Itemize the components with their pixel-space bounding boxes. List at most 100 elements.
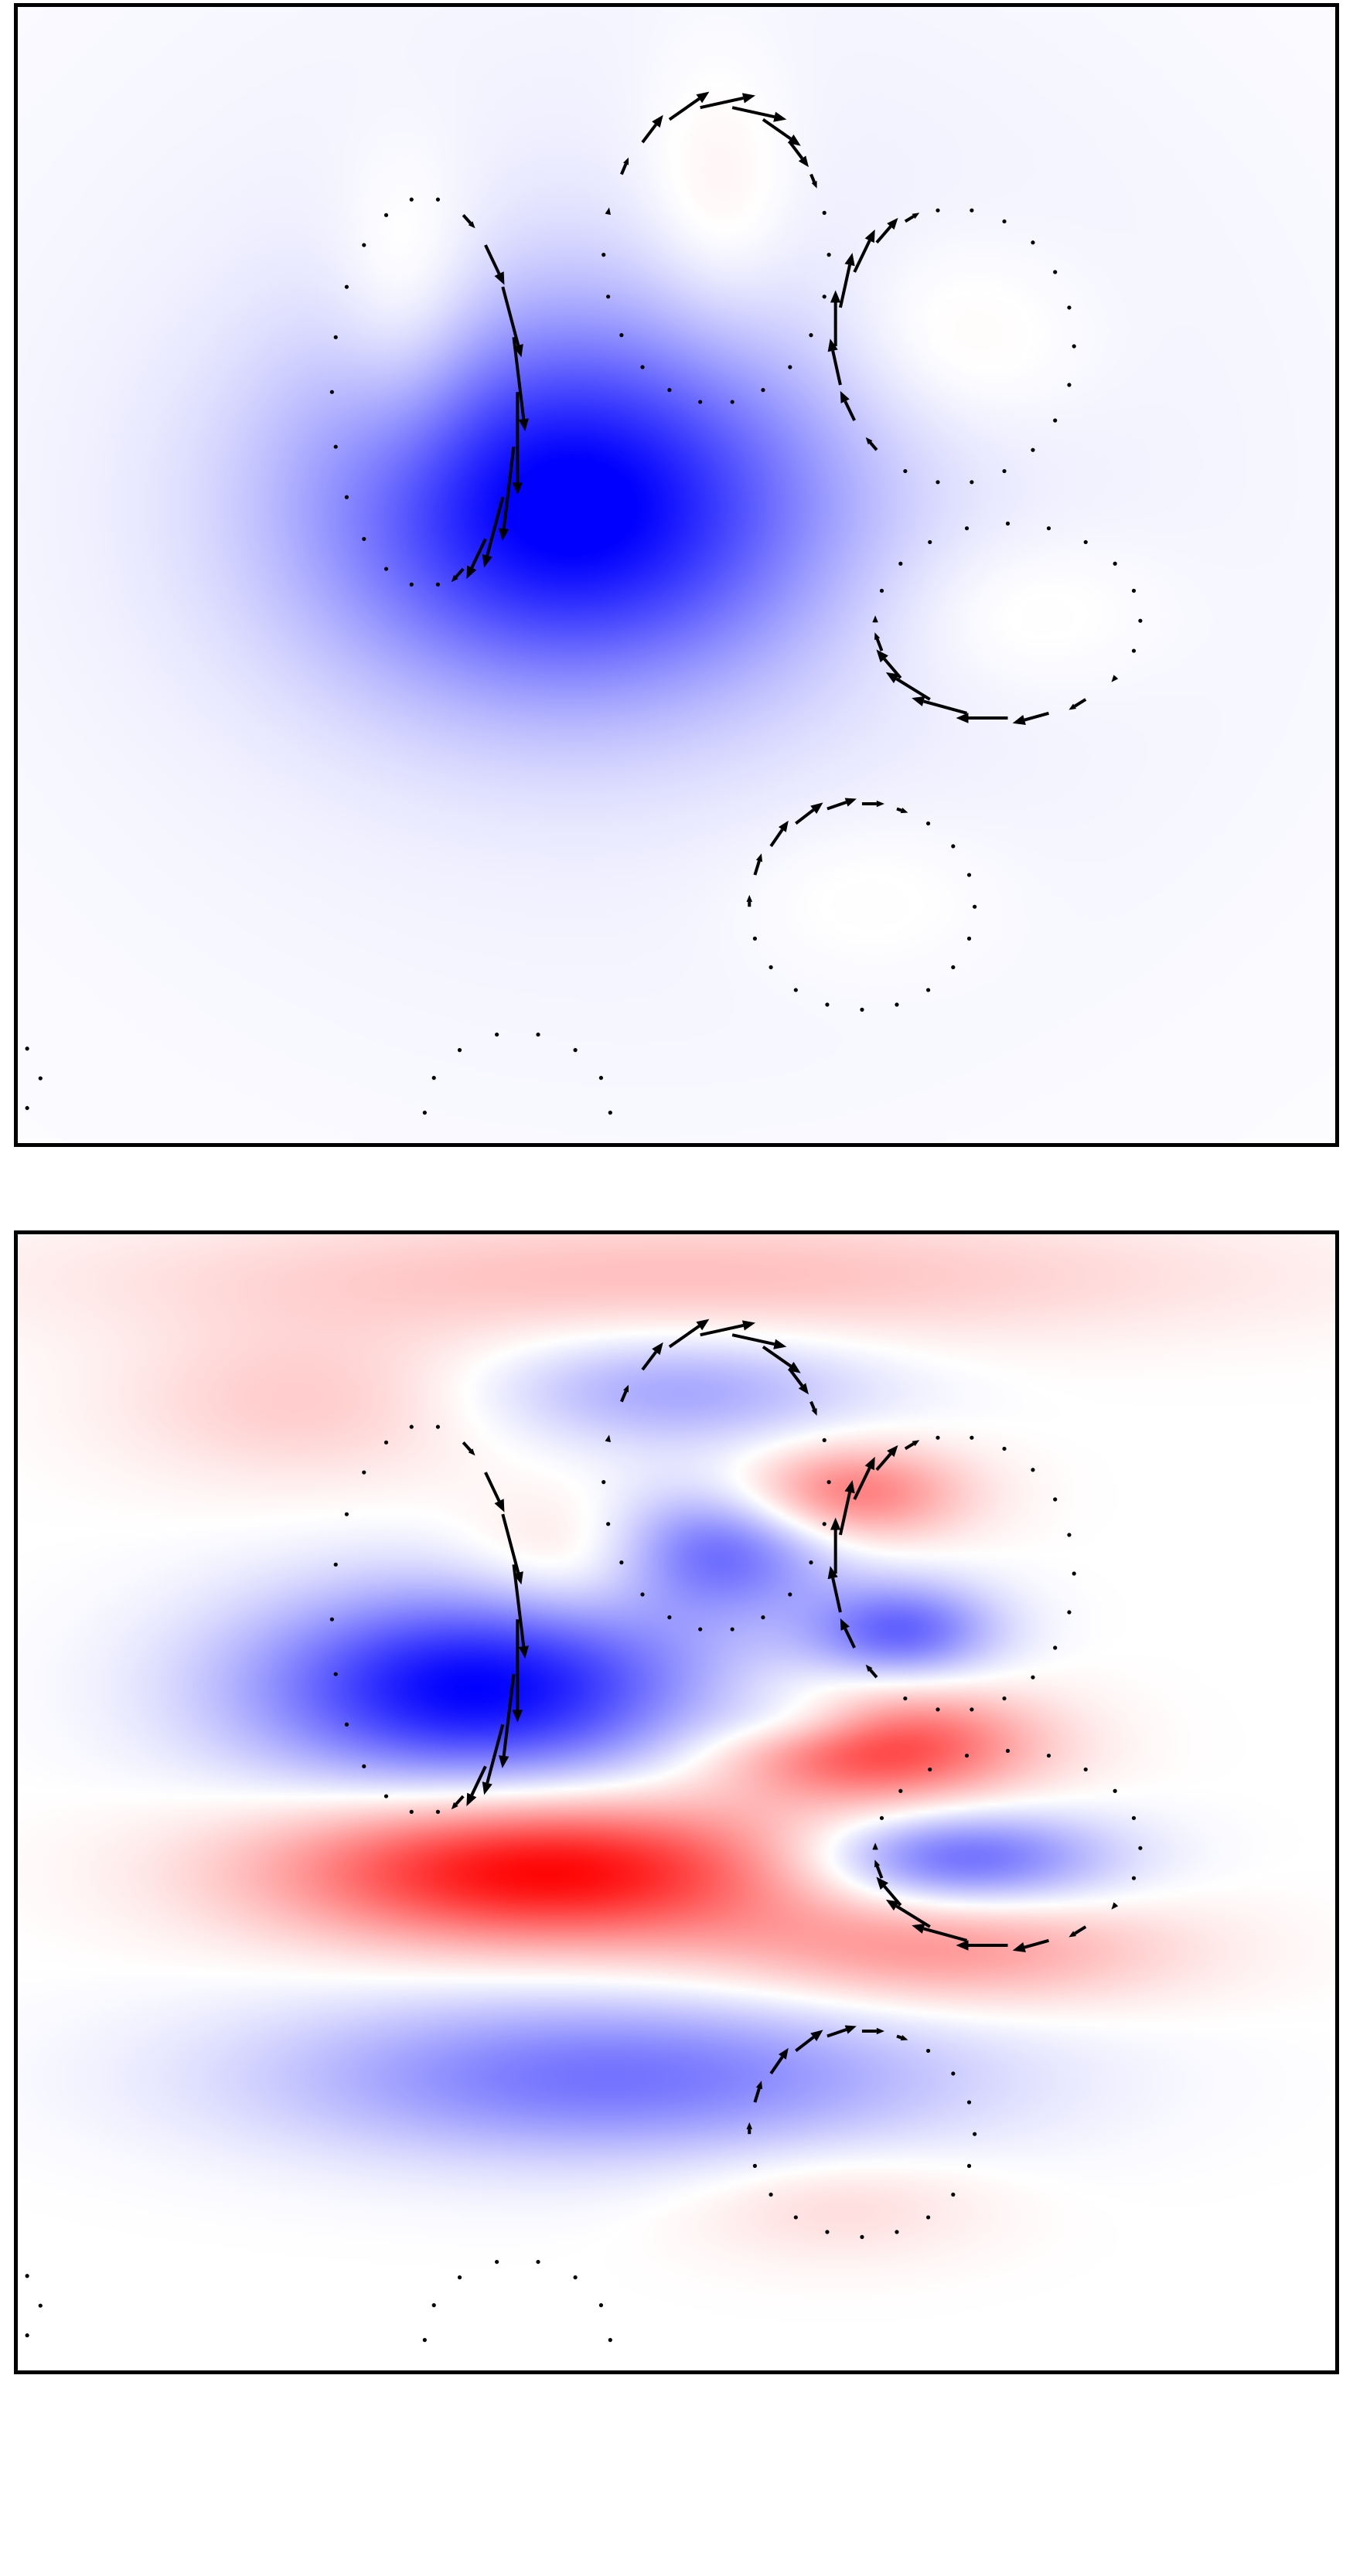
quiver-arrow	[895, 1002, 899, 1007]
quiver-arrow	[936, 1707, 940, 1712]
quiver-arrow	[462, 1441, 475, 1456]
quiver-arrow	[830, 290, 841, 346]
quiver-arrow	[928, 539, 932, 545]
quiver-arrow	[605, 207, 611, 215]
quiver-arrow	[667, 388, 672, 393]
quiver-arrow	[641, 114, 663, 144]
quiver-arrow	[964, 526, 970, 531]
quiver-arrow	[602, 1480, 606, 1485]
quiver-arrow	[1002, 219, 1007, 224]
quiver-arrow	[466, 538, 487, 579]
quiver-arrow	[875, 217, 898, 244]
quiver-arrow	[928, 1767, 932, 1772]
quiver-arrow	[970, 208, 974, 213]
quiver-arrow	[1067, 383, 1072, 387]
quiver-arrow	[333, 1562, 338, 1567]
top-quiver-heatmap	[14, 3, 1339, 1147]
quiver-arrow	[640, 365, 645, 369]
quiver-arrow	[619, 1560, 624, 1565]
quiver-arrow	[1072, 344, 1076, 349]
quiver-arrow	[896, 807, 908, 814]
quiver-arrow	[1068, 1925, 1087, 1938]
quiver-arrow	[925, 2215, 931, 2220]
quiver-arrow	[598, 1076, 604, 1080]
quiver-arrow	[853, 1456, 875, 1500]
quiver-arrow	[1131, 1876, 1137, 1880]
quiver-arrow	[951, 2192, 956, 2197]
quiver-arrow	[484, 244, 505, 285]
quiver-arrow	[700, 93, 756, 110]
quiver-arrow	[1053, 1645, 1058, 1650]
quiver-arrow	[925, 988, 931, 992]
quiver-arrow	[876, 1877, 902, 1907]
quiver-arrow	[451, 567, 465, 583]
quiver-arrow	[731, 106, 787, 122]
quiver-arrow	[1067, 1533, 1072, 1537]
quiver-arrow	[38, 2303, 43, 2308]
quiver-arrow	[1031, 1468, 1035, 1472]
quiver-arrow	[668, 1319, 710, 1349]
quiver-arrow	[1031, 447, 1035, 452]
quiver-arrow	[512, 1564, 529, 1659]
quiver-arrow	[333, 444, 338, 449]
quiver-arrow	[1053, 1497, 1058, 1502]
quiver-arrow	[865, 437, 878, 451]
quiver-arrow	[936, 1435, 940, 1440]
top-arrow-layer	[25, 91, 1143, 1147]
quiver-arrow	[1053, 270, 1058, 274]
quiver-arrow	[973, 2132, 977, 2136]
quiver-arrow	[951, 844, 956, 849]
quiver-arrow	[822, 294, 826, 299]
quiver-arrow	[536, 2259, 540, 2265]
quiver-arrow	[1005, 1748, 1010, 1753]
quiver-arrow	[344, 284, 349, 289]
quiver-arrow	[498, 446, 516, 541]
quiver-arrow	[1002, 468, 1007, 474]
quiver-arrow	[435, 197, 441, 202]
quiver-arrow	[904, 213, 920, 223]
quiver-arrow	[769, 965, 773, 970]
quiver-arrow	[809, 333, 813, 338]
quiver-arrow	[825, 2230, 830, 2234]
quiver-arrow	[874, 632, 884, 652]
quiver-arrow	[462, 213, 475, 229]
top-plot-frame	[14, 3, 1339, 1147]
quiver-arrow	[1131, 588, 1137, 593]
quiver-arrow	[1111, 675, 1119, 682]
quiver-arrow	[598, 2303, 604, 2308]
quiver-arrow	[1046, 1753, 1051, 1758]
quiver-arrow	[573, 1048, 578, 1053]
quiver-arrow	[25, 1106, 29, 1111]
quiver-arrow	[641, 1342, 663, 1371]
quiver-arrow	[536, 1032, 540, 1037]
quiver-arrow	[362, 1470, 366, 1475]
quiver-arrow	[761, 388, 765, 393]
quiver-arrow	[333, 335, 338, 339]
quiver-arrow	[879, 588, 884, 593]
quiver-arrow	[698, 1627, 703, 1632]
quiver-arrow	[362, 243, 366, 247]
quiver-arrow	[431, 1076, 436, 1080]
quiver-arrow	[640, 1592, 645, 1597]
quiver-arrow	[383, 213, 389, 217]
quiver-arrow	[973, 904, 977, 909]
quiver-arrow	[875, 1445, 898, 1472]
quiver-arrow	[435, 582, 441, 587]
quiver-arrow	[838, 1480, 855, 1536]
quiver-arrow	[788, 365, 792, 369]
quiver-arrow	[1002, 1446, 1007, 1451]
quiver-arrow	[951, 2071, 956, 2076]
quiver-arrow	[885, 1899, 931, 1928]
quiver-arrow	[956, 713, 1008, 723]
bottom-panel	[14, 1230, 1339, 2374]
quiver-arrow	[822, 1438, 826, 1442]
quiver-arrow	[435, 1809, 441, 1814]
quiver-arrow	[830, 1517, 841, 1574]
quiver-arrow	[788, 1592, 792, 1597]
quiver-arrow	[495, 1032, 499, 1037]
quiver-arrow	[793, 988, 798, 992]
quiver-arrow	[495, 2259, 499, 2265]
quiver-arrow	[769, 2047, 789, 2075]
quiver-arrow	[409, 197, 414, 202]
quiver-arrow	[826, 253, 831, 257]
